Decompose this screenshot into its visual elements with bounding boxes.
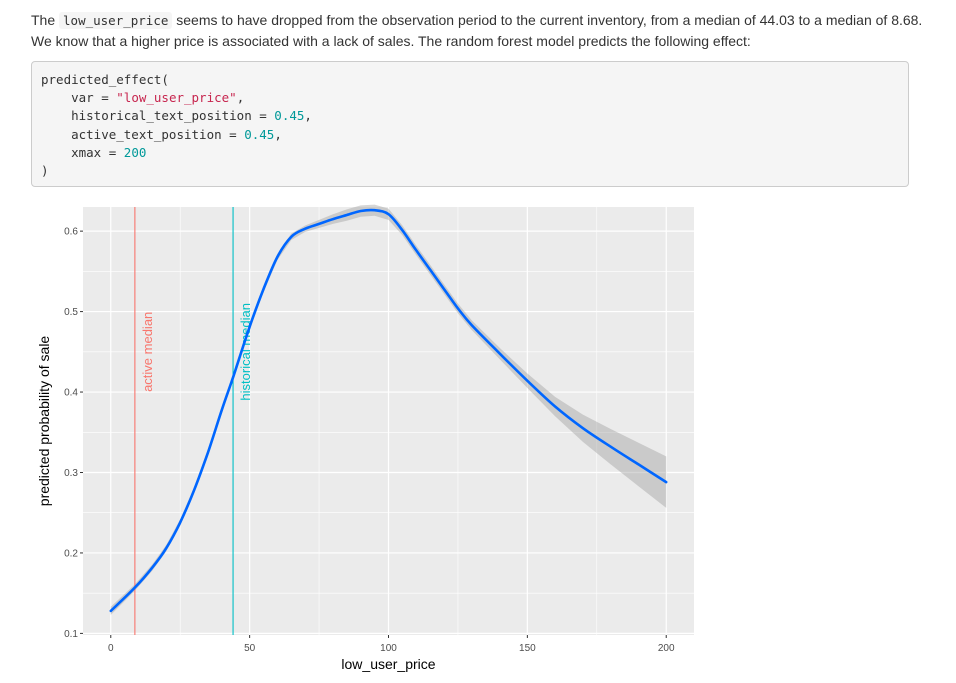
prose-text-rest: seems to have dropped from the observati… [31, 12, 923, 49]
effect-chart: active median historical median 0.1 0.2 0.3… [36, 204, 694, 672]
median-lines: active median historical median [134, 207, 253, 635]
code-punct: , [274, 126, 282, 142]
x-tick-label: 0 [108, 643, 114, 654]
x-axis-title: low_user_price [341, 656, 435, 672]
code-block: predicted_effect( var = "low_user_price"… [31, 61, 909, 187]
x-tick-label: 50 [244, 643, 256, 654]
description-paragraph: The low_user_price seems to have dropped… [31, 10, 936, 52]
code-arg-active: active_text_position = [41, 126, 245, 142]
y-tick-label: 0.4 [64, 388, 78, 399]
x-tick-label: 150 [519, 643, 536, 654]
code-arg-historical: historical_text_position = [41, 108, 275, 124]
y-tick-label: 0.1 [64, 629, 78, 640]
code-punct: , [304, 108, 312, 124]
y-tick-label: 0.5 [64, 307, 78, 318]
grid-major [83, 207, 694, 635]
code-number-value: 0.45 [274, 108, 305, 124]
code-arg-xmax: xmax = [41, 144, 124, 160]
x-tick-label: 200 [658, 643, 675, 654]
prose-text-start: The [31, 12, 60, 28]
x-tick-label: 100 [380, 643, 397, 654]
y-tick-label: 0.3 [64, 468, 78, 479]
inline-code-variable: low_user_price [59, 12, 173, 29]
x-axis: 0 50 100 150 200 [108, 635, 675, 654]
code-number-value: 0.45 [244, 126, 275, 142]
y-axis-title: predicted probability of sale [36, 336, 52, 507]
y-tick-label: 0.2 [64, 548, 78, 559]
code-arg-var: var = [41, 90, 117, 106]
code-punct: , [236, 90, 245, 106]
code-string-value: "low_user_price" [116, 90, 237, 106]
code-function-call: predicted_effect( [41, 72, 169, 87]
code-close-paren: ) [41, 163, 49, 179]
y-tick-label: 0.6 [64, 227, 78, 238]
median-label: active median [140, 312, 155, 392]
prediction-line [109, 208, 668, 613]
y-axis: 0.1 0.2 0.3 0.4 0.5 0.6 [64, 227, 83, 640]
code-number-value: 200 [123, 144, 147, 160]
